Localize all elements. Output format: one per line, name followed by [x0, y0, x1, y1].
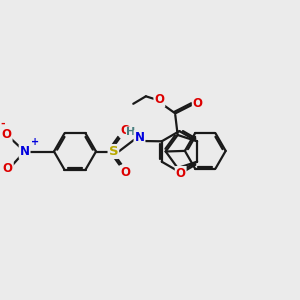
- Text: O: O: [120, 166, 130, 179]
- Text: H: H: [127, 127, 136, 137]
- Text: O: O: [3, 162, 13, 175]
- Text: O: O: [176, 167, 186, 180]
- Text: N: N: [134, 131, 145, 144]
- Text: S: S: [109, 145, 118, 158]
- Text: O: O: [2, 128, 12, 142]
- Text: +: +: [31, 137, 39, 147]
- Text: N: N: [20, 145, 30, 158]
- Text: O: O: [120, 124, 130, 137]
- Text: -: -: [0, 118, 4, 129]
- Text: O: O: [154, 93, 164, 106]
- Text: O: O: [193, 97, 203, 110]
